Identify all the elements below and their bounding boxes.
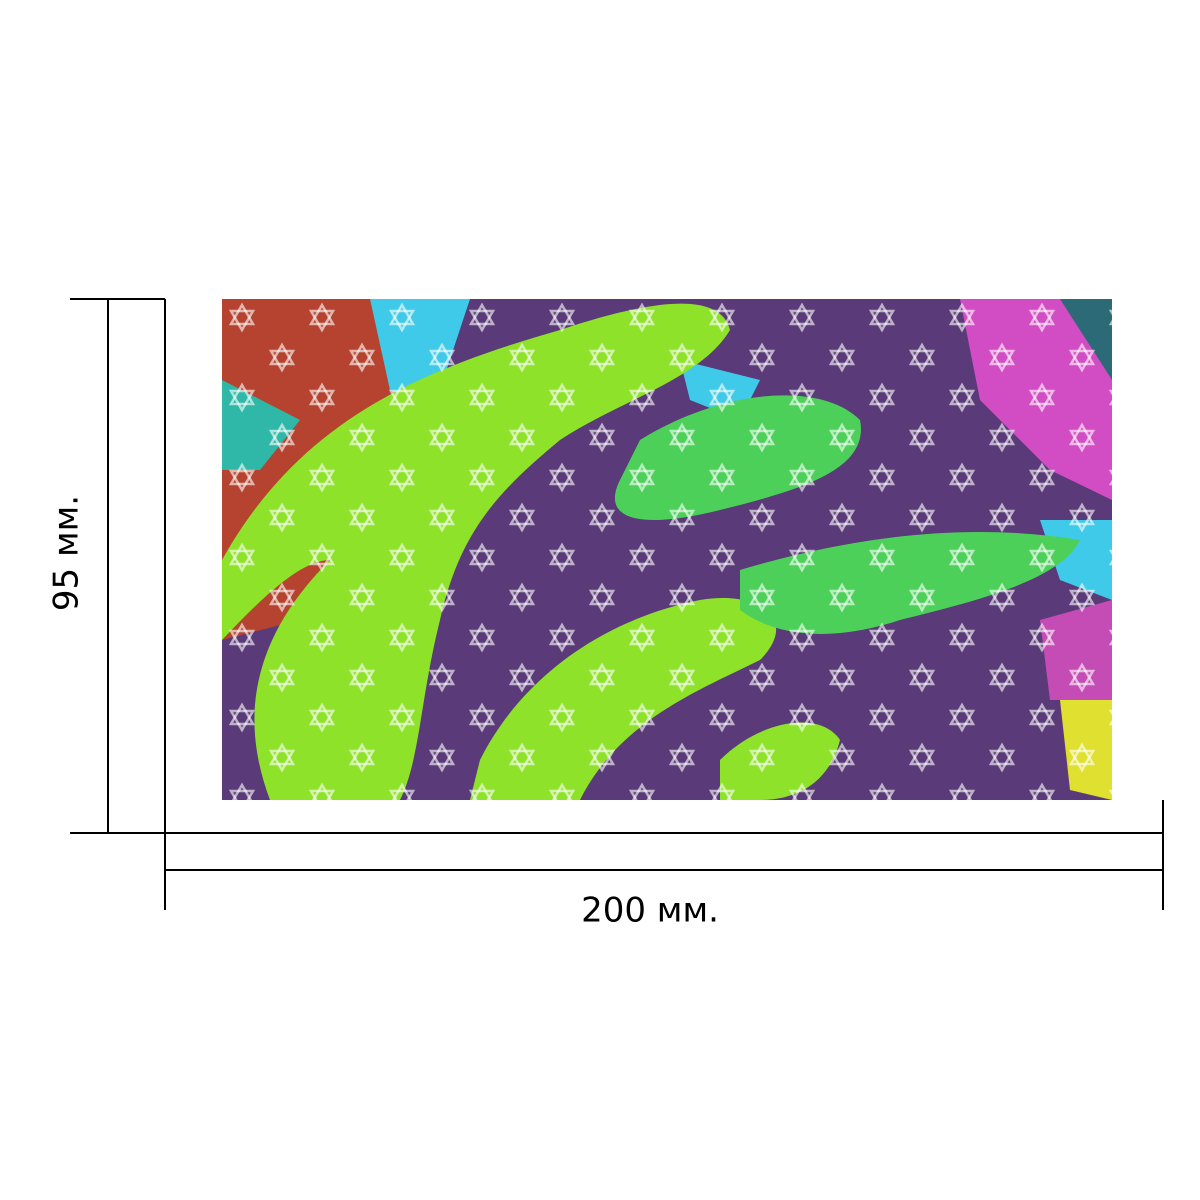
camo-pattern bbox=[222, 299, 1112, 800]
width-label: 200 мм. bbox=[581, 891, 719, 931]
height-label: 95 мм. bbox=[47, 495, 87, 611]
width-dimension: 200 мм. bbox=[164, 800, 1164, 931]
height-dimension: 95 мм. bbox=[47, 298, 166, 834]
